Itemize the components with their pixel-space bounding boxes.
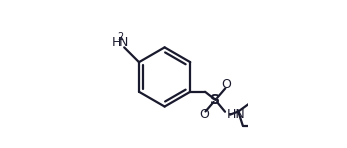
Text: 2: 2 [117,32,124,42]
Text: N: N [119,36,128,49]
Text: O: O [222,78,231,91]
Text: H: H [111,36,121,49]
Text: HN: HN [227,108,245,121]
Text: S: S [210,93,220,107]
Text: O: O [200,108,209,122]
